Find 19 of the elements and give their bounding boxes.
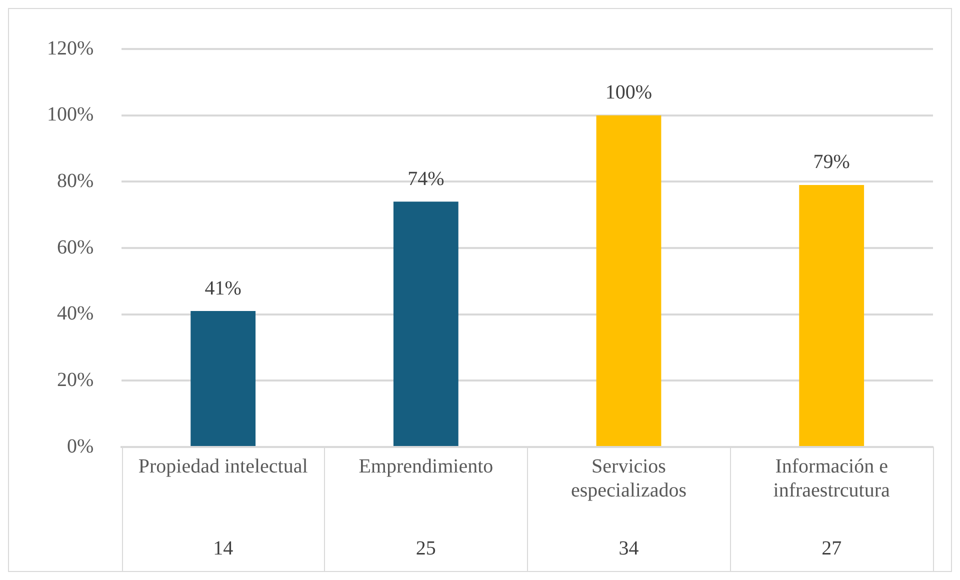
text: 25 bbox=[416, 537, 436, 560]
text: 14 bbox=[213, 537, 234, 560]
y-tick-label: 120% bbox=[46, 37, 94, 60]
y-tick-label: 40% bbox=[56, 302, 94, 325]
y-tick-label: 0% bbox=[66, 435, 94, 458]
x-tick-label: Información e infraestrcutura bbox=[773, 455, 890, 502]
y-tick-label: 20% bbox=[56, 368, 94, 391]
y-tick-label: 60% bbox=[56, 236, 94, 258]
text: 27 bbox=[822, 537, 842, 560]
data-label: 74% bbox=[408, 168, 444, 190]
x-tick-label: Emprendimiento bbox=[358, 455, 494, 478]
text: 34 bbox=[618, 537, 639, 560]
y-tick-label: 100% bbox=[46, 104, 94, 126]
x-tick-label: Servicios especializados bbox=[571, 455, 687, 502]
data-label: 79% bbox=[813, 151, 850, 174]
y-tick-label: 80% bbox=[56, 170, 94, 192]
data-label: 100% bbox=[605, 82, 652, 104]
x-tick-label: Propiedad intelectual bbox=[138, 455, 308, 478]
data-label: 41% bbox=[204, 277, 242, 300]
